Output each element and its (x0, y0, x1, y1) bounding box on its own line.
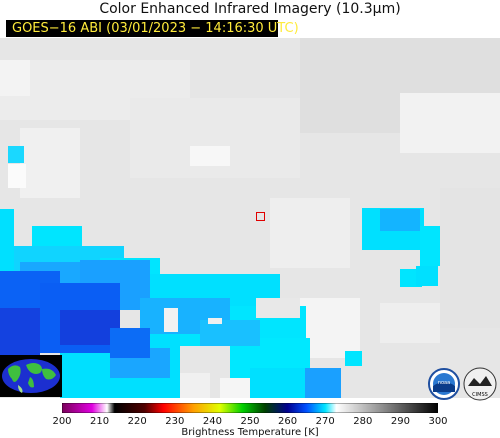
colorbar-tick: 240 (202, 416, 222, 427)
colorbar-tick: 290 (390, 416, 410, 427)
subtitle-background (6, 20, 278, 37)
svg-text:noaa: noaa (438, 380, 450, 386)
colorbar-tick: 220 (127, 416, 147, 427)
infrared-imagery-map (0, 38, 500, 398)
colorbar-tick: 210 (90, 416, 110, 427)
colorbar-tick: 250 (240, 416, 260, 427)
temperature-colorbar (62, 403, 438, 413)
colorbar-tick: 270 (315, 416, 335, 427)
colorbar-tick: 280 (353, 416, 373, 427)
colorbar-tick: 300 (428, 416, 448, 427)
colorbar-tick: 200 (52, 416, 72, 427)
globe-logo (0, 355, 62, 397)
location-marker (256, 212, 265, 221)
cimss-logo-icon: CIMSS (463, 367, 497, 401)
map-title: Color Enhanced Infrared Imagery (10.3µm) (99, 1, 401, 17)
colorbar-label: Brightness Temperature [K] (181, 427, 319, 438)
colorbar-tick: 230 (165, 416, 185, 427)
satellite-timestamp: GOES−16 ABI (03/01/2023 − 14:16:30 UTC) (12, 21, 299, 36)
noaa-logo-icon: noaa (428, 368, 460, 400)
agency-logos: noaa CIMSS (428, 367, 497, 401)
colorbar-tick: 260 (278, 416, 298, 427)
svg-text:CIMSS: CIMSS (472, 392, 488, 398)
